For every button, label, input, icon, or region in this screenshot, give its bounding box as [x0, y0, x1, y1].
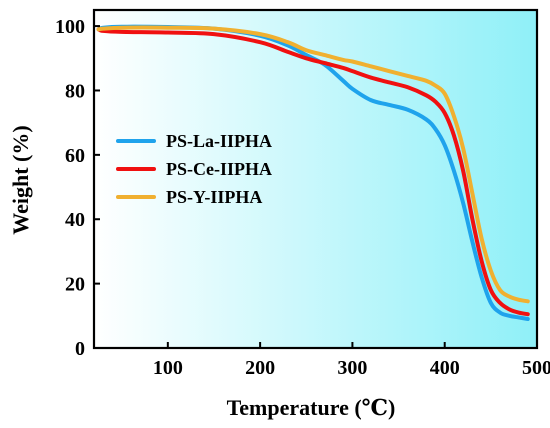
x-axis-ticks: 100 200 300 400 500 — [153, 342, 550, 379]
x-tick-label: 200 — [245, 357, 275, 379]
x-tick-label: 300 — [337, 357, 367, 379]
x-tick-label: 100 — [153, 357, 183, 379]
legend-label: PS-Ce-IIPHA — [166, 159, 272, 179]
x-axis-title: Temperature (℃) — [227, 395, 396, 420]
x-tick-label: 500 — [522, 357, 550, 379]
y-tick-label: 60 — [65, 145, 85, 167]
legend: PS-La-IIPHA PS-Ce-IIPHA PS-Y-IIPHA — [116, 131, 272, 207]
series-layer — [96, 24, 530, 322]
y-axis-title: Weight (%) — [8, 125, 33, 234]
series-line-ps-y-iipha — [96, 25, 530, 304]
plot-frame — [92, 8, 539, 350]
legend-label: PS-Y-IIPHA — [166, 187, 262, 207]
y-tick-label: 0 — [75, 338, 85, 360]
y-tick-label: 40 — [65, 209, 85, 231]
x-tick-label: 400 — [430, 357, 460, 379]
y-tick-label: 80 — [65, 80, 85, 102]
legend-label: PS-La-IIPHA — [166, 131, 272, 151]
y-tick-label: 20 — [65, 274, 85, 296]
series-line-ps-ce-iipha — [96, 27, 530, 317]
y-axis-ticks: 0 20 40 60 80 100 — [55, 16, 100, 360]
y-tick-label: 100 — [55, 16, 85, 38]
